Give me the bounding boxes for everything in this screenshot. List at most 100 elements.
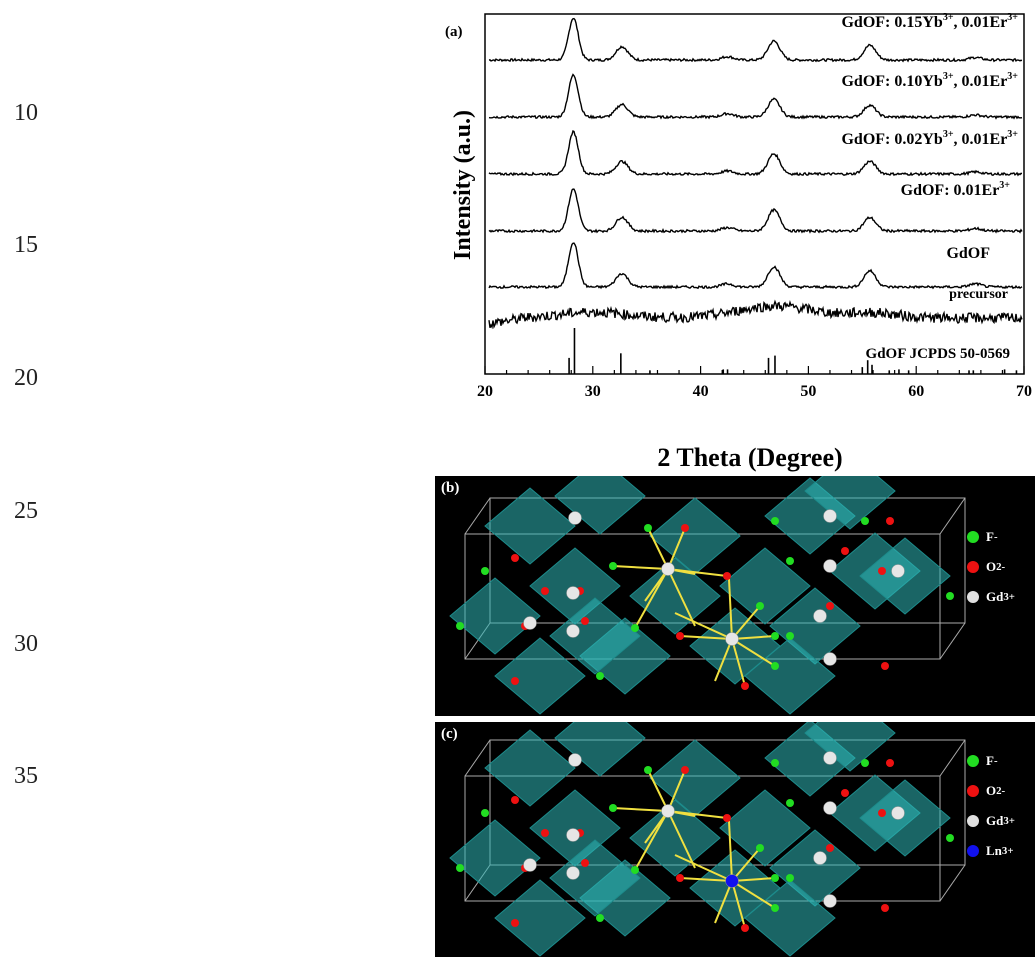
x-tick-label: 40: [693, 383, 709, 400]
chemical-bond: [731, 847, 761, 882]
chemical-bond: [714, 638, 733, 682]
chemical-bond: [667, 527, 686, 570]
xrd-series-line: [488, 188, 1023, 234]
xrd-series-line: [488, 299, 1023, 330]
coordination-octahedron: [744, 879, 836, 957]
series-label: precursor: [949, 287, 1008, 302]
gadolinium-atom-icon: [967, 591, 979, 603]
series-label: GdOF: 0.10Yb3+, 0.01Er3+: [841, 71, 1018, 90]
coordination-octahedron: [859, 537, 951, 615]
gadolinium-atom: [568, 753, 582, 767]
series-label: GdOF: 0.02Yb3+, 0.01Er3+: [841, 129, 1018, 148]
fluoride-atom: [771, 759, 779, 767]
legend-item-fluoride: F-: [967, 746, 1015, 776]
chemical-bond: [731, 638, 746, 687]
xrd-series-line: [488, 17, 1023, 63]
gadolinium-atom: [725, 632, 739, 646]
fluoride-atom: [631, 866, 639, 874]
fluoride-atom: [946, 592, 954, 600]
coordination-octahedron: [859, 779, 951, 857]
oxide-atom: [886, 759, 894, 767]
gadolinium-atom: [566, 866, 580, 880]
oxide-atom-icon: [967, 561, 979, 573]
line-number: 30: [14, 631, 38, 657]
oxide-atom: [581, 617, 589, 625]
fluoride-atom: [644, 524, 652, 532]
oxide-atom: [511, 919, 519, 927]
chemical-bond: [647, 527, 669, 570]
gadolinium-atom-icon: [967, 815, 979, 827]
oxide-atom: [886, 517, 894, 525]
fluoride-atom: [456, 622, 464, 630]
coordination-octahedron: [629, 557, 721, 635]
oxide-atom: [581, 859, 589, 867]
series-label: GdOF: 0.15Yb3+, 0.01Er3+: [841, 12, 1018, 31]
gadolinium-atom: [523, 616, 537, 630]
unit-cell-edge: [939, 864, 966, 902]
gadolinium-atom: [823, 751, 837, 765]
legend-item-oxide: O 2-: [967, 552, 1015, 582]
plot-frame: [484, 13, 1025, 375]
chemical-bond: [731, 635, 776, 640]
oxide-atom: [826, 844, 834, 852]
gadolinium-atom: [823, 801, 837, 815]
coordination-octahedron: [649, 497, 741, 575]
fluoride-atom: [771, 517, 779, 525]
reference-label: GdOF JCPDS 50-0569: [866, 346, 1010, 362]
oxide-atom: [878, 567, 886, 575]
gadolinium-atom: [568, 511, 582, 525]
gadolinium-atom: [891, 806, 905, 820]
line-number: 20: [14, 365, 38, 391]
oxide-atom: [878, 809, 886, 817]
oxide-atom: [741, 924, 749, 932]
fluoride-atom: [771, 632, 779, 640]
oxide-atom: [841, 547, 849, 555]
coordination-octahedron: [449, 819, 541, 897]
coordination-octahedron: [744, 637, 836, 715]
oxide-atom: [681, 766, 689, 774]
coordination-octahedron: [554, 722, 646, 777]
line-number: 15: [14, 232, 38, 258]
x-tick-label: 60: [908, 383, 924, 400]
series-label: GdOF: [946, 245, 990, 262]
fluoride-atom: [786, 874, 794, 882]
y-axis-label: Intensity (a.u.): [450, 110, 476, 260]
fluoride-atom: [481, 809, 489, 817]
chemical-bond: [674, 612, 733, 640]
x-tick-label: 50: [800, 383, 816, 400]
oxide-atom: [723, 814, 731, 822]
fluoride-atom: [946, 834, 954, 842]
gadolinium-atom: [891, 564, 905, 578]
oxide-atom: [541, 587, 549, 595]
chemical-bond: [679, 877, 733, 882]
legend-c: F- O 2- Gd 3+ Ln 3+: [967, 746, 1015, 866]
legend-item-gadolinium: Gd 3+: [967, 582, 1015, 612]
coordination-octahedron: [449, 577, 541, 655]
fluoride-atom: [771, 662, 779, 670]
unit-cell-edge: [464, 739, 491, 777]
coordination-octahedron: [719, 789, 811, 867]
coordination-octahedron: [649, 739, 741, 817]
oxide-atom: [741, 682, 749, 690]
oxide-atom: [723, 572, 731, 580]
coordination-octahedron: [719, 547, 811, 625]
crystal-structure-gdof: (b) F- O 2- Gd 3+: [435, 476, 1035, 716]
unit-cell-edge: [939, 622, 966, 660]
gadolinium-atom: [566, 624, 580, 638]
oxide-atom: [881, 904, 889, 912]
legend-item-gadolinium: Gd 3+: [967, 806, 1015, 836]
chemical-bond: [728, 820, 733, 882]
fluoride-atom-icon: [967, 531, 979, 543]
chemical-bond: [731, 880, 746, 929]
fluoride-atom: [644, 766, 652, 774]
oxide-atom: [881, 662, 889, 670]
legend-item-oxide: O 2-: [967, 776, 1015, 806]
gadolinium-atom: [823, 559, 837, 573]
chemical-bond: [731, 638, 776, 667]
unit-cell-edge: [939, 739, 966, 777]
structure-render-c: [449, 722, 966, 957]
oxide-atom: [511, 554, 519, 562]
xrd-series-line: [488, 129, 1023, 177]
legend-item-lanthanide: Ln 3+: [967, 836, 1015, 866]
chemical-bond: [731, 880, 776, 909]
